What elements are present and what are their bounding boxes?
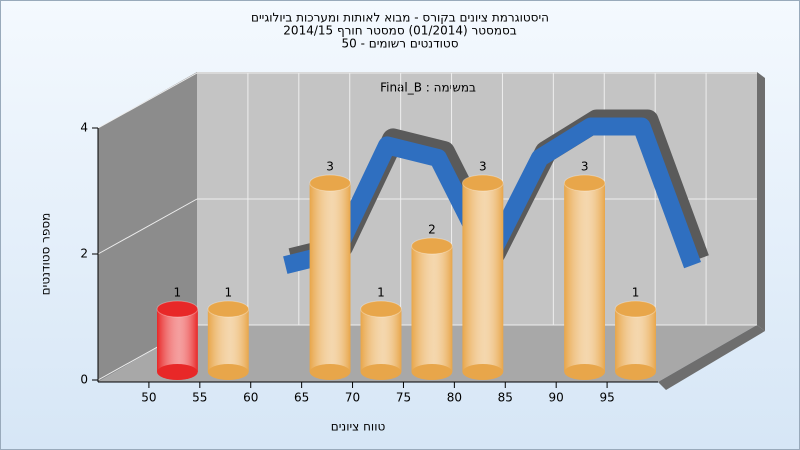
annotation: Final_B : במשימה	[380, 81, 476, 95]
bar	[207, 309, 249, 372]
value-label: 3	[326, 160, 334, 174]
bar	[157, 309, 198, 372]
x-tick-label: 90	[549, 391, 564, 405]
chart-title: היסטוגרמת ציונים בקורס - מבוא לאותות ומע…	[251, 11, 549, 25]
x-tick-label: 80	[447, 391, 462, 405]
bar-group	[309, 174, 351, 380]
x-tick-label: 55	[192, 391, 207, 405]
x-tick-label: 95	[599, 391, 614, 405]
bar	[360, 309, 402, 372]
bar-group	[563, 174, 606, 380]
bar-top	[156, 300, 199, 318]
bar-group	[614, 300, 657, 380]
x-tick-label: 60	[243, 391, 258, 405]
bar	[309, 183, 351, 372]
x-tick-label: 75	[396, 391, 411, 405]
value-label: 3	[581, 160, 589, 174]
bar-bottom	[462, 364, 504, 380]
grid-line	[97, 198, 198, 255]
bar-group	[360, 300, 402, 380]
bar-bottom	[309, 364, 351, 380]
value-label: 1	[174, 286, 182, 300]
bar-bottom	[615, 364, 656, 380]
value-label: 3	[479, 160, 487, 174]
bar	[615, 309, 656, 372]
value-label: 2	[428, 223, 436, 237]
subtitle: סטודנטים רשומים - 50	[341, 37, 458, 51]
y-axis-label: מספר סטודנטים	[39, 213, 53, 296]
x-tick-label: 65	[294, 391, 309, 405]
wall-edge	[757, 72, 765, 331]
bar-bottom	[411, 364, 453, 380]
bar-top	[563, 174, 606, 192]
value-label: 1	[632, 286, 640, 300]
bar-top	[614, 300, 657, 318]
bar	[564, 183, 605, 372]
value-label: 1	[224, 286, 232, 300]
x-tick-label: 50	[141, 391, 156, 405]
x-axis-label: טווח ציונים	[331, 420, 386, 434]
subtitle: בסמסטר (01/2014) סמסטר חורף 2014/15	[283, 24, 516, 38]
bar-top	[461, 174, 504, 192]
grid-line	[97, 72, 198, 129]
bar-group	[461, 174, 504, 380]
x-tick-label: 85	[498, 391, 513, 405]
bar	[411, 246, 453, 372]
bar-top	[360, 300, 402, 318]
y-tick-label: 2	[80, 247, 88, 261]
bar-bottom	[157, 364, 198, 380]
bar-top	[411, 237, 453, 255]
x-tick-label: 70	[345, 391, 360, 405]
bar-bottom	[207, 364, 249, 380]
bar-group	[156, 300, 199, 380]
bar-top	[309, 174, 351, 192]
bar-bottom	[564, 364, 605, 380]
floor-edge	[658, 325, 765, 390]
plot: 0 2 4 50 55 60 65 70 75 80 85 90 95 1 1 3 1 2 3 3 1	[80, 72, 757, 405]
bar-top	[207, 300, 250, 318]
bar	[462, 183, 504, 372]
bar-group	[411, 237, 453, 380]
y-tick-label: 0	[80, 373, 88, 387]
value-label: 1	[377, 286, 385, 300]
bar-bottom	[360, 364, 402, 380]
bar-group	[207, 300, 250, 380]
y-tick-label: 4	[80, 121, 88, 135]
